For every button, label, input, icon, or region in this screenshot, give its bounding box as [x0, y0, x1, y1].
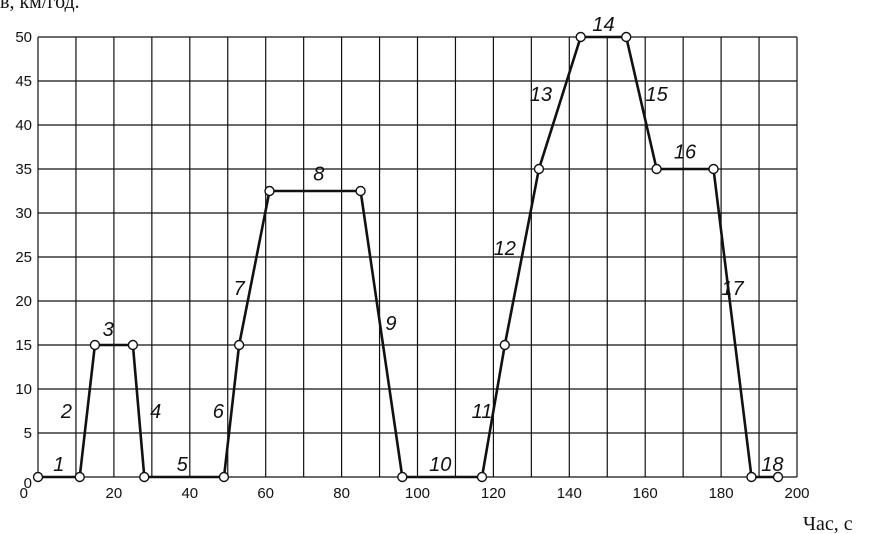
series-points	[32, 31, 784, 483]
x-tick-labels: 0 20 40 60 80 100 120 140 160 180 200	[20, 485, 810, 502]
data-point	[575, 31, 586, 43]
data-point	[218, 471, 230, 483]
y-tick-label: 50	[15, 29, 32, 46]
segment-label: 5	[177, 454, 189, 476]
x-tick-label: 140	[557, 485, 582, 502]
x-tick-label: 20	[106, 485, 123, 502]
data-point	[397, 471, 408, 483]
data-point	[621, 31, 632, 43]
x-tick-label: 100	[405, 485, 430, 502]
segment-label: 18	[761, 454, 783, 476]
data-point	[708, 163, 719, 175]
segment-label: 12	[494, 238, 516, 260]
y-tick-label: 10	[15, 381, 32, 398]
data-point	[139, 471, 150, 483]
data-point	[127, 339, 139, 351]
y-tick-label: 45	[15, 73, 32, 90]
y-tick-label: 25	[15, 249, 32, 266]
data-point	[651, 163, 662, 175]
x-tick-label: 180	[709, 485, 734, 502]
segment-label: 14	[592, 14, 614, 36]
data-point	[772, 471, 784, 483]
segment-label: 10	[429, 454, 451, 476]
data-point	[89, 339, 101, 351]
y-tick-labels: 0 5 10 15 20 25 30 35 40 45 50	[15, 29, 32, 492]
data-point	[533, 163, 545, 175]
segment-label: 17	[721, 278, 744, 300]
y-axis-title: в, км/год.	[0, 0, 80, 13]
segment-label: 13	[530, 84, 552, 106]
y-tick-label: 30	[15, 205, 32, 222]
segment-label: 9	[385, 313, 396, 335]
segment-label: 3	[103, 319, 114, 341]
x-tick-label: 60	[257, 485, 274, 502]
x-tick-label: 200	[784, 485, 809, 502]
x-tick-label: 120	[481, 485, 506, 502]
x-axis-title: Час, с	[803, 513, 853, 534]
data-point	[264, 185, 275, 197]
x-tick-label: 80	[333, 485, 350, 502]
y-tick-label: 20	[15, 293, 32, 310]
segment-label: 4	[150, 401, 161, 423]
segment-label: 16	[674, 141, 697, 163]
data-point	[74, 471, 85, 483]
segment-label: 2	[60, 401, 72, 423]
y-tick-label: 0	[24, 475, 32, 492]
segment-label: 1	[53, 454, 64, 476]
data-point	[32, 471, 44, 483]
data-point	[476, 471, 488, 483]
data-point	[499, 339, 510, 351]
segment-label: 15	[645, 84, 668, 106]
segment-label: 11	[472, 401, 493, 423]
y-tick-label: 5	[24, 425, 32, 442]
y-tick-label: 40	[15, 117, 32, 134]
data-point	[233, 339, 245, 351]
x-tick-label: 160	[633, 485, 658, 502]
y-tick-label: 15	[15, 337, 32, 354]
segment-label: 6	[213, 401, 225, 423]
y-tick-label: 35	[15, 161, 32, 178]
segment-label: 7	[234, 278, 246, 300]
data-point	[746, 471, 757, 483]
data-point	[355, 185, 366, 197]
x-tick-label: 40	[181, 485, 198, 502]
x-tick-label: 0	[20, 485, 28, 502]
segment-label: 8	[313, 163, 324, 185]
